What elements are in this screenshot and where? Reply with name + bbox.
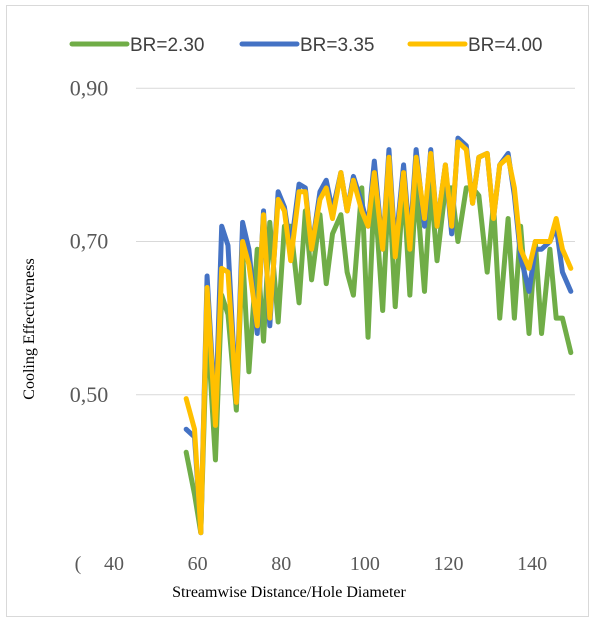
clipped-y-tick-label: ( [75, 553, 82, 575]
series-lines [183, 135, 574, 536]
series-line-BR=2.30 [183, 181, 574, 536]
y-tick-label-0: 0,50 [70, 382, 109, 407]
x-tick-label-1: 60 [188, 553, 208, 575]
y-axis-title: Cooling Effectiveness [21, 258, 38, 399]
legend-item-2: BR=4.00 [407, 35, 542, 56]
x-tick-label-5: 140 [517, 553, 547, 575]
y-axis-ticks: 0,50 0,70 0,90 [70, 75, 109, 406]
y-tick-label-1: 0,70 [70, 229, 109, 254]
y-tick-label-2: 0,90 [70, 75, 109, 100]
x-axis-ticks: 40 60 80 100 120 140 [104, 553, 547, 575]
legend-label-0: BR=2.30 [130, 35, 204, 56]
x-axis-title: Streamwise Distance/Hole Diameter [172, 584, 406, 601]
chart-frame [6, 5, 589, 617]
legend-label-1: BR=3.35 [300, 35, 374, 56]
legend: BR=2.30 BR=3.35 BR=4.00 [69, 35, 542, 56]
x-tick-label-2: 80 [271, 553, 291, 575]
legend-item-0: BR=2.30 [69, 35, 204, 56]
legend-item-1: BR=3.35 [239, 35, 374, 56]
legend-label-2: BR=4.00 [468, 35, 542, 56]
series-line-BR=4.00 [183, 139, 574, 536]
x-tick-label-3: 100 [350, 553, 380, 575]
x-tick-label-0: 40 [104, 553, 124, 575]
x-tick-label-4: 120 [433, 553, 463, 575]
